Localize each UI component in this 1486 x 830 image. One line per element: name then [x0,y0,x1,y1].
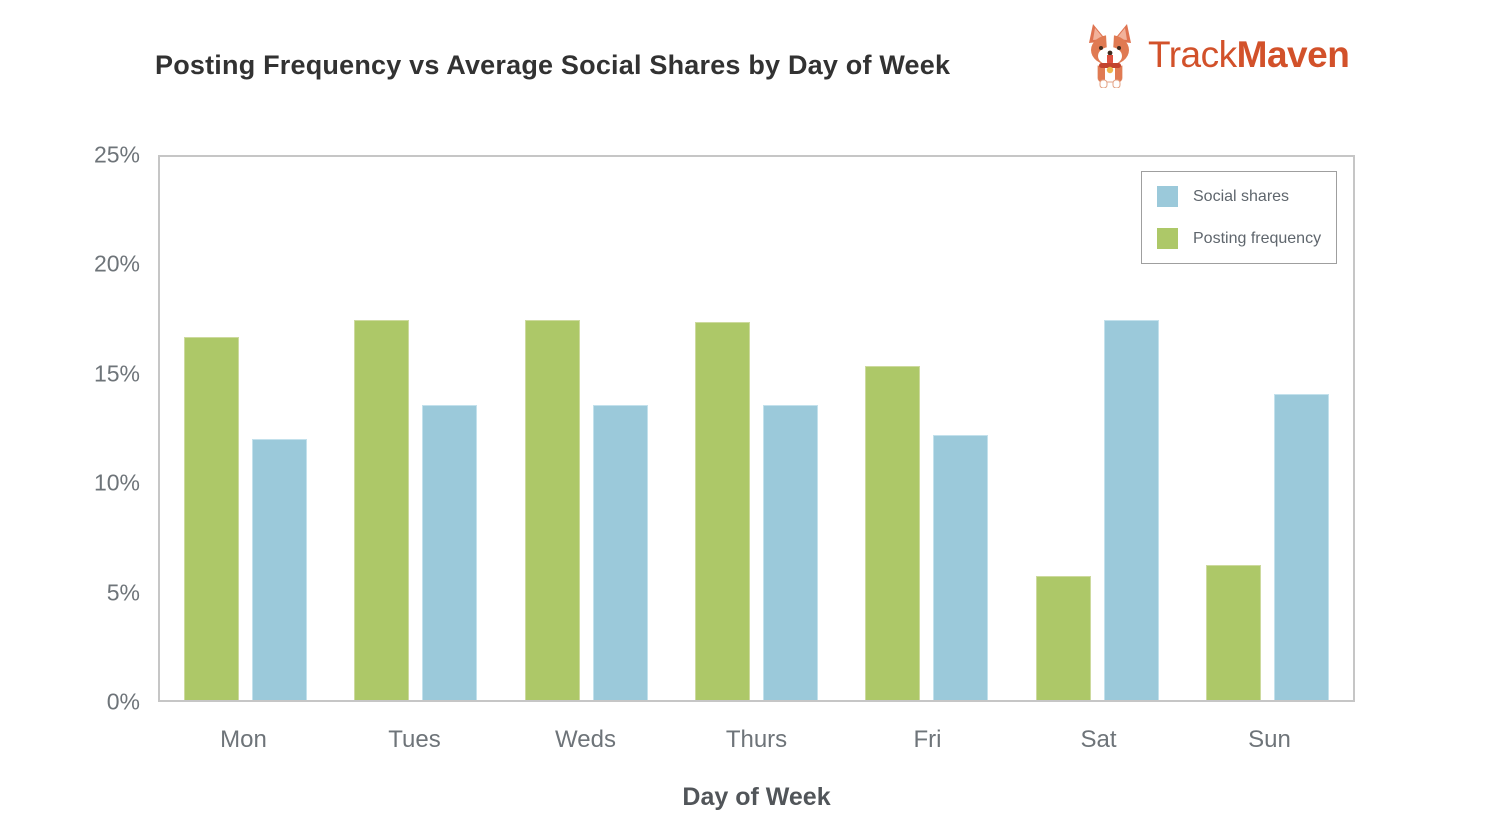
trackmaven-logo: TrackMaven [1086,22,1350,88]
bar-social-shares-sun [1274,393,1330,700]
chart-title: Posting Frequency vs Average Social Shar… [155,50,951,80]
legend-label-social-shares: Social shares [1193,187,1290,205]
bar-group-sun [1183,157,1353,700]
bar-group-weds [501,157,671,700]
bar-posting-frequency-tues [354,319,410,700]
bar-posting-frequency-sat [1035,576,1091,700]
x-tick-sun: Sun [1248,726,1291,753]
y-tick-20-: 20% [93,250,140,277]
bar-posting-frequency-weds [524,319,580,700]
logo-text-maven: Maven [1236,34,1350,75]
y-tick-10-: 10% [93,469,140,496]
y-tick-15-: 15% [93,360,140,387]
bar-group-thurs [671,157,841,700]
bar-group-fri [842,157,1012,700]
legend-swatch-social-shares [1157,186,1178,207]
y-tick-0-: 0% [106,688,140,715]
bar-posting-frequency-sun [1206,565,1262,700]
plot-area: Social shares Posting frequency [158,155,1355,702]
bar-posting-frequency-thurs [694,322,750,700]
legend-item-social-shares: Social shares [1157,186,1336,207]
y-tick-5-: 5% [106,579,140,606]
x-tick-fri: Fri [913,726,942,753]
bar-group-sat [1012,157,1182,700]
bar-social-shares-mon [251,439,307,700]
bar-social-shares-thurs [762,404,818,700]
legend-swatch-posting-frequency [1157,228,1178,249]
logo-text-track: Track [1148,34,1237,75]
x-tick-thurs: Thurs [725,726,788,753]
bar-group-mon [160,157,330,700]
trackmaven-logo-text: TrackMaven [1148,22,1350,88]
x-tick-sat: Sat [1080,726,1117,753]
corgi-icon [1089,24,1131,88]
x-axis-title: Day of Week [682,783,831,811]
bar-social-shares-tues [422,404,478,700]
bar-posting-frequency-mon [183,337,239,700]
legend-item-posting-frequency: Posting frequency [1157,228,1336,249]
x-tick-mon: Mon [220,726,267,753]
legend: Social shares Posting frequency [1141,171,1337,264]
bar-group-tues [330,157,500,700]
bar-social-shares-sat [1103,319,1159,700]
bar-social-shares-weds [592,404,648,700]
bar-social-shares-fri [933,435,989,700]
x-tick-tues: Tues [388,726,441,753]
x-tick-weds: Weds [555,726,616,753]
legend-label-posting-frequency: Posting frequency [1193,229,1322,247]
bars-container [160,157,1353,700]
bar-posting-frequency-fri [865,365,921,700]
x-axis: Mon Tues Weds Thurs Fri Sat Sun [158,726,1355,754]
y-tick-25-: 25% [93,141,140,168]
y-axis: 25% 20% 15% 10% 5% 0% [30,142,140,715]
